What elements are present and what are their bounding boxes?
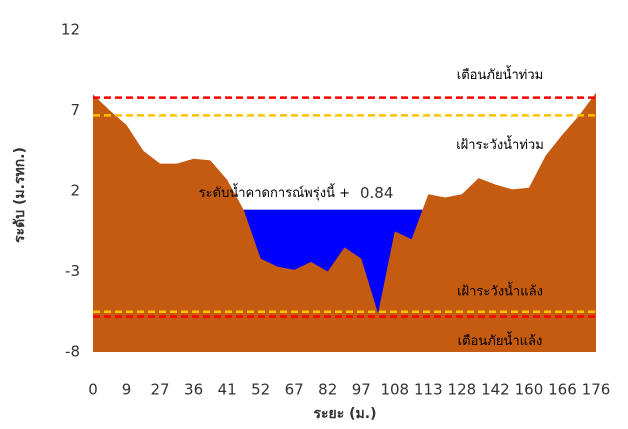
x-tick-label: 36 [184,381,203,399]
y-axis-title: ระดับ (ม.รทก.) [12,147,28,243]
threshold-label: เฝ้าระวังน้ำท่วม [456,135,544,153]
x-tick-label: 67 [285,381,304,399]
x-tick-label: 41 [218,381,237,399]
y-tick-label: 7 [70,101,80,119]
x-tick-label: 82 [318,381,337,399]
y-tick-label: -8 [65,343,80,361]
x-tick-label: 27 [151,381,170,399]
terrain-area [93,92,596,352]
x-tick-label: 176 [582,381,611,399]
x-tick-label: 113 [414,381,443,399]
threshold-label: เตือนภัยน้ำแล้ง [458,331,543,349]
x-axis-title: ระยะ (ม.) [314,406,377,422]
x-tick-label: 0 [88,381,98,399]
x-tick-label: 97 [352,381,371,399]
y-tick-label: -3 [65,262,80,280]
threshold-label: เฝ้าระวังน้ำแล้ง [457,281,543,299]
water-value: 0.84 [360,184,393,202]
x-tick-label: 142 [481,381,510,399]
y-tick-label: 12 [61,21,80,39]
x-tick-label: 108 [380,381,409,399]
x-tick-label: 52 [251,381,270,399]
x-tick-label: 128 [448,381,477,399]
water-label: ระดับน้ำคาดการณ์พรุ่งนี้ + [199,183,350,201]
x-tick-label: 160 [515,381,544,399]
y-tick-label: 2 [70,182,80,200]
x-tick-label: 166 [548,381,577,399]
x-tick-label: 9 [122,381,132,399]
threshold-label: เตือนภัยน้ำท่วม [457,65,543,83]
